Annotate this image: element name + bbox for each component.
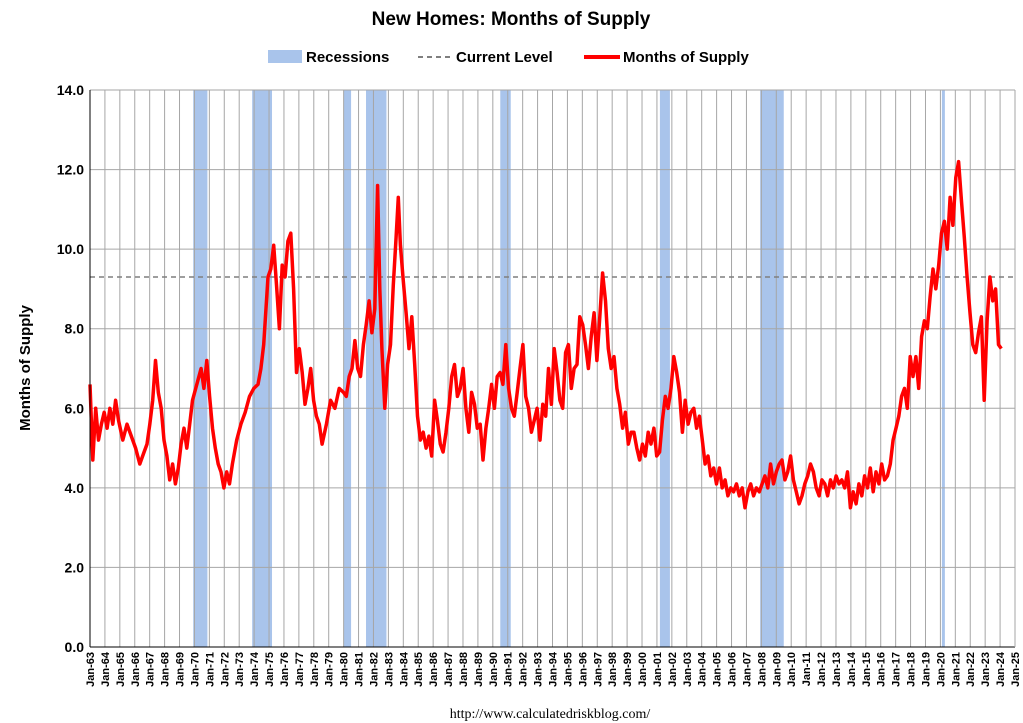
x-tick-label: Jan-90 (488, 652, 500, 687)
y-tick-label: 14.0 (57, 82, 84, 98)
y-tick-label: 12.0 (57, 162, 84, 178)
x-tick-label: Jan-22 (965, 652, 977, 687)
x-tick-label: Jan-12 (816, 652, 828, 687)
recession-band-2 (343, 90, 352, 647)
x-tick-label: Jan-01 (652, 652, 664, 687)
x-tick-label: Jan-16 (876, 652, 888, 687)
legend-recessions-swatch (268, 50, 302, 63)
x-tick-label: Jan-17 (891, 652, 903, 687)
x-tick-label: Jan-83 (383, 652, 395, 687)
x-tick-label: Jan-89 (473, 652, 485, 687)
x-tick-label: Jan-72 (219, 652, 231, 687)
x-tick-label: Jan-20 (935, 652, 947, 687)
x-tick-label: Jan-73 (234, 652, 246, 687)
x-tick-label: Jan-76 (279, 652, 291, 687)
y-axis-label: Months of Supply (17, 304, 34, 430)
x-tick-label: Jan-15 (861, 652, 873, 687)
x-tick-label: Jan-07 (742, 652, 754, 687)
y-tick-label: 0.0 (65, 639, 85, 655)
recession-band-6 (760, 90, 784, 647)
y-tick-label: 10.0 (57, 241, 84, 257)
x-tick-label: Jan-69 (175, 652, 187, 687)
source-url: http://www.calculatedriskblog.com/ (450, 707, 651, 722)
x-tick-label: Jan-10 (786, 652, 798, 687)
x-tick-label: Jan-68 (160, 652, 172, 687)
x-tick-label: Jan-71 (204, 652, 216, 687)
x-tick-label: Jan-19 (921, 652, 933, 687)
x-tick-label: Jan-91 (503, 652, 515, 687)
series-line-months-of-supply (88, 159, 1003, 510)
x-tick-label: Jan-86 (428, 652, 440, 687)
legend-current-level-label: Current Level (456, 49, 553, 66)
x-tick-label: Jan-93 (533, 652, 545, 687)
x-tick-label: Jan-00 (637, 652, 649, 687)
legend-months-supply-label: Months of Supply (623, 49, 749, 66)
x-tick-label: Jan-21 (950, 652, 962, 687)
y-ticks: 0.0 2.0 4.0 6.0 8.0 10.0 12.0 14.0 (57, 82, 84, 655)
x-tick-label: Jan-64 (100, 651, 112, 687)
x-tick-label: Jan-63 (85, 652, 97, 687)
series (88, 159, 1003, 510)
x-tick-label: Jan-03 (682, 652, 694, 687)
x-tick-label: Jan-99 (622, 652, 634, 687)
x-tick-label: Jan-08 (756, 652, 768, 687)
x-ticks: Jan-63 Jan-64 Jan-65 Jan-66 Jan-67 Jan-68 Jan-… (85, 651, 1022, 687)
y-tick-label: 4.0 (65, 480, 85, 496)
recession-band-5 (659, 90, 670, 647)
legend-recessions-label: Recessions (306, 49, 389, 66)
x-tick-label: Jan-18 (906, 652, 918, 687)
x-tick-label: Jan-98 (607, 652, 619, 687)
x-tick-label: Jan-09 (771, 652, 783, 687)
x-tick-label: Jan-14 (846, 651, 858, 687)
x-tick-label: Jan-05 (712, 652, 724, 687)
y-tick-label: 8.0 (65, 321, 85, 337)
axes (89, 90, 1016, 648)
y-tick-label: 6.0 (65, 400, 85, 416)
y-tick-label: 2.0 (65, 559, 85, 575)
recession-band-7 (941, 90, 945, 647)
x-tick-label: Jan-96 (577, 652, 589, 687)
x-tick-label: Jan-92 (518, 652, 530, 687)
x-tick-label: Jan-67 (145, 652, 157, 687)
chart-title: New Homes: Months of Supply (372, 9, 651, 30)
x-tick-label: Jan-77 (294, 652, 306, 687)
x-tick-label: Jan-84 (398, 651, 410, 687)
x-tick-label: Jan-11 (801, 652, 813, 686)
x-tick-label: Jan-06 (727, 652, 739, 687)
x-tick-label: Jan-24 (995, 651, 1007, 687)
x-tick-label: Jan-85 (413, 652, 425, 687)
x-tick-label: Jan-82 (369, 652, 381, 687)
x-tick-label: Jan-94 (548, 651, 560, 687)
x-tick-label: Jan-74 (249, 651, 261, 687)
x-tick-label: Jan-75 (264, 652, 276, 687)
x-tick-label: Jan-13 (831, 652, 843, 687)
x-tick-label: Jan-02 (667, 652, 679, 687)
x-tick-label: Jan-70 (189, 652, 201, 687)
recession-band-3 (366, 90, 387, 647)
x-tick-label: Jan-04 (697, 651, 709, 687)
x-tick-label: Jan-23 (980, 652, 992, 687)
x-tick-label: Jan-78 (309, 652, 321, 687)
legend: Recessions Current Level Months of Suppl… (268, 49, 749, 66)
x-tick-label: Jan-25 (1010, 652, 1022, 687)
x-tick-label: Jan-97 (592, 652, 604, 687)
x-tick-label: Jan-65 (115, 652, 127, 687)
x-tick-label: Jan-87 (443, 652, 455, 687)
x-tick-label: Jan-80 (339, 652, 351, 687)
x-tick-label: Jan-88 (458, 652, 470, 687)
x-tick-label: Jan-95 (562, 652, 574, 687)
x-tick-label: Jan-66 (130, 652, 142, 687)
x-tick-label: Jan-79 (324, 652, 336, 687)
x-tick-label: Jan-81 (354, 652, 366, 687)
